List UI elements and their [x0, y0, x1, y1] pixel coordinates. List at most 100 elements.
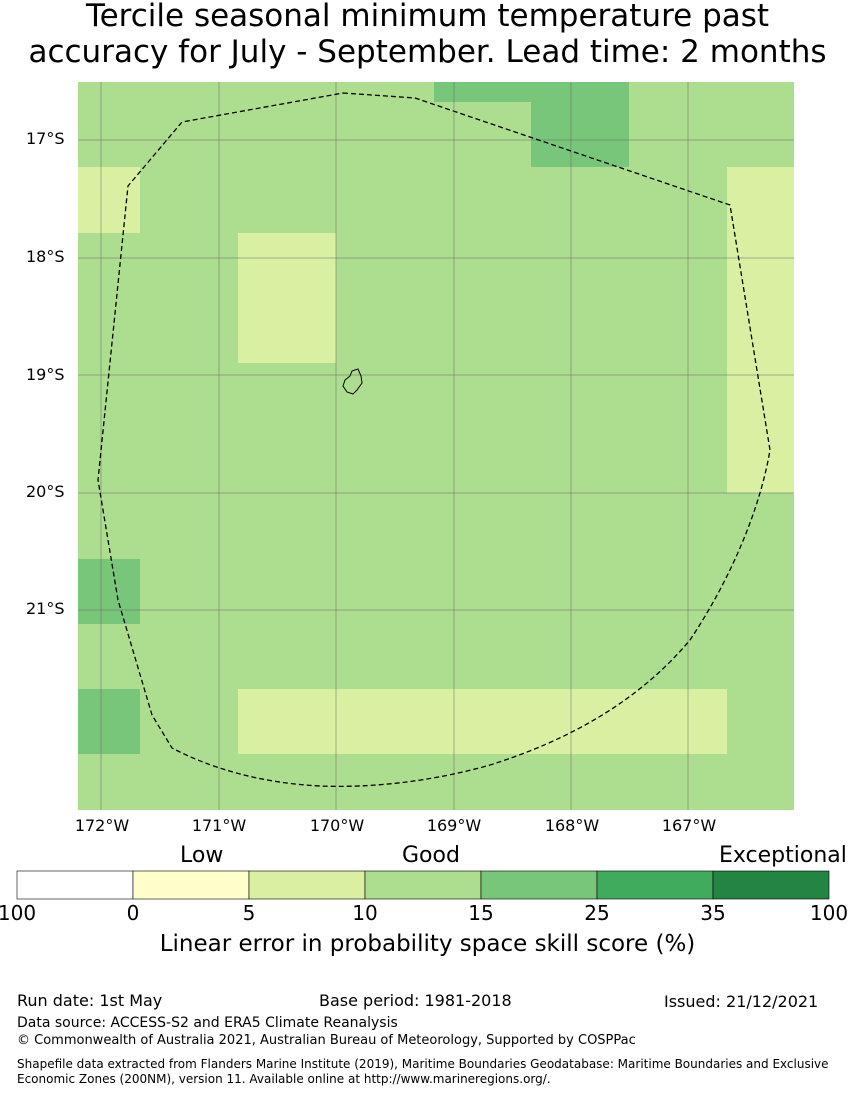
run-date: Run date: 1st May [17, 991, 163, 1010]
skill-cell [531, 82, 629, 102]
legend-tick-label: 10 [352, 901, 378, 925]
skill-cell [78, 167, 140, 233]
legend-swatch [16, 870, 134, 900]
skill-cell [78, 102, 140, 167]
skill-cell [336, 167, 434, 233]
skill-cell [336, 559, 434, 624]
skill-cell [531, 428, 629, 493]
base-period: Base period: 1981-2018 [319, 991, 512, 1010]
lon-label-169w: 169°W [426, 816, 482, 835]
skill-cell [140, 298, 238, 363]
legend-swatch [712, 870, 830, 900]
skill-cell [727, 624, 794, 689]
skill-cell [78, 298, 140, 363]
skill-cell [140, 624, 238, 689]
skill-cell [629, 754, 727, 810]
legend-tick-label: 15 [468, 901, 494, 925]
skill-cell [78, 363, 140, 428]
skill-cell [727, 233, 794, 298]
skill-cell [434, 754, 531, 810]
legend-swatch [596, 870, 714, 900]
skill-cell [531, 624, 629, 689]
skill-cell [434, 559, 531, 624]
skill-cell [336, 493, 434, 559]
legend-swatch [132, 870, 250, 900]
skill-cell [629, 233, 727, 298]
skill-cell [531, 559, 629, 624]
skill-cell [629, 298, 727, 363]
map-title-line-1: Tercile seasonal minimum temperature pas… [85, 0, 770, 34]
skill-cell [434, 493, 531, 559]
skill-cell [140, 754, 238, 810]
skill-cell [727, 559, 794, 624]
map-title-line-2: accuracy for July - September. Lead time… [28, 34, 827, 70]
legend-tick-label: 100 [809, 901, 849, 925]
skill-cell [336, 102, 434, 167]
skill-cell [238, 167, 336, 233]
skill-cell [531, 298, 629, 363]
skill-cell [434, 167, 531, 233]
skill-cell [727, 363, 794, 428]
skill-cell [434, 428, 531, 493]
skill-cell [727, 298, 794, 363]
niue-island-outline [342, 368, 363, 395]
skill-cell [629, 624, 727, 689]
skill-cell [727, 493, 794, 559]
lat-label-17s: 17°S [26, 129, 65, 148]
skill-cell [531, 754, 629, 810]
legend-tick-label: 5 [242, 901, 256, 925]
skill-cell [434, 82, 531, 102]
skill-cell [78, 428, 140, 493]
skill-cell [238, 493, 336, 559]
skill-cell [629, 102, 727, 167]
skill-cell [336, 428, 434, 493]
skill-cell [727, 689, 794, 754]
lat-label-18s: 18°S [26, 247, 65, 266]
skill-cell [531, 493, 629, 559]
skill-cell [727, 102, 794, 167]
skill-cell [238, 689, 336, 754]
skill-cell [78, 233, 140, 298]
skill-cell [238, 754, 336, 810]
lon-label-171w: 171°W [191, 816, 247, 835]
legend-swatch [248, 870, 366, 900]
skill-cell [629, 559, 727, 624]
legend-category-exceptional: Exceptional [719, 843, 847, 868]
eez-boundary [97, 92, 771, 788]
legend-tick-label: 0 [126, 901, 140, 925]
skill-cell [78, 82, 140, 102]
lat-label-21s: 21°S [26, 599, 65, 618]
skill-cell [238, 559, 336, 624]
skill-cell [727, 167, 794, 233]
graticule [78, 82, 794, 810]
legend-category-good: Good [402, 843, 460, 868]
skill-cell [238, 102, 336, 167]
skill-cell [629, 363, 727, 428]
skill-cell [140, 102, 238, 167]
skill-cell [140, 167, 238, 233]
skill-cell [434, 689, 531, 754]
lon-label-172w: 172°W [74, 816, 130, 835]
skill-cell [140, 428, 238, 493]
legend-tick-label: 35 [700, 901, 726, 925]
skill-cell [140, 559, 238, 624]
skill-grid [78, 82, 794, 810]
skill-cell [629, 428, 727, 493]
skill-cell [78, 624, 140, 689]
skill-cell [140, 493, 238, 559]
skill-cell [140, 363, 238, 428]
skill-cell [434, 298, 531, 363]
skill-cell [336, 689, 434, 754]
skill-cell [434, 624, 531, 689]
skill-cell [531, 233, 629, 298]
skill-cell [531, 363, 629, 428]
lon-label-170w: 170°W [309, 816, 365, 835]
skill-cell [78, 689, 140, 754]
skill-cell [336, 754, 434, 810]
skill-cell [434, 233, 531, 298]
skill-cell [336, 298, 434, 363]
lon-label-167w: 167°W [661, 816, 717, 835]
legend-title: Linear error in probability space skill … [159, 931, 696, 957]
lon-label-168w: 168°W [544, 816, 600, 835]
